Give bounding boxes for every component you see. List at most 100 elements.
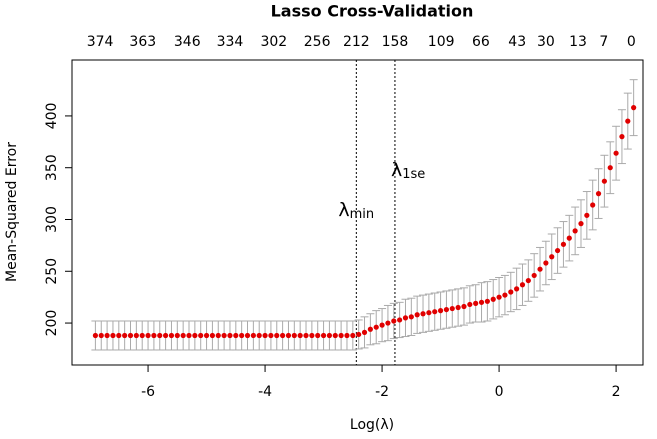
data-point	[566, 235, 572, 241]
x-tick-label: 0	[495, 384, 504, 400]
data-point	[379, 322, 385, 328]
data-point	[92, 332, 99, 339]
data-point	[227, 332, 233, 339]
data-point	[426, 310, 432, 316]
data-point	[402, 315, 409, 321]
data-point	[537, 266, 543, 272]
data-point	[572, 228, 578, 234]
reference-symbol: λ	[391, 159, 402, 181]
data-point	[455, 304, 461, 311]
top-tick-label: 302	[260, 34, 287, 50]
data-point	[221, 332, 227, 339]
data-point	[408, 314, 414, 320]
data-point	[174, 332, 180, 339]
data-point	[280, 332, 286, 339]
data-point	[391, 318, 397, 324]
data-point	[607, 165, 613, 171]
data-point	[315, 332, 321, 339]
data-point	[367, 326, 373, 332]
data-point	[631, 105, 637, 111]
data-point	[467, 301, 473, 308]
data-point	[262, 332, 268, 339]
data-point	[110, 332, 116, 339]
y-axis-label: Mean-Squared Error	[4, 142, 20, 282]
data-point	[180, 332, 186, 339]
data-point	[104, 332, 110, 339]
data-point	[209, 332, 216, 339]
data-point	[397, 317, 403, 323]
data-point	[116, 332, 122, 339]
data-point	[531, 272, 537, 279]
data-point	[437, 308, 444, 314]
data-point	[595, 190, 602, 197]
data-point	[250, 332, 256, 339]
x-axis-label: Log(λ)	[350, 417, 394, 433]
data-point	[285, 332, 292, 339]
data-point	[268, 332, 274, 339]
data-point	[514, 286, 520, 292]
data-point	[239, 332, 245, 339]
data-point	[502, 292, 508, 298]
top-tick-label: 30	[537, 34, 555, 50]
data-point	[525, 277, 531, 284]
plot-frame	[71, 59, 644, 366]
data-point	[484, 298, 490, 304]
data-point	[625, 118, 631, 124]
data-point	[338, 332, 344, 339]
top-tick-label: 0	[627, 34, 636, 50]
data-point	[186, 332, 192, 339]
top-tick-label: 212	[343, 34, 370, 50]
data-point	[198, 332, 204, 339]
data-point	[203, 332, 210, 339]
data-point	[320, 332, 327, 339]
data-point	[127, 332, 134, 339]
data-point	[361, 329, 368, 335]
data-point	[560, 241, 567, 247]
top-tick-label: 13	[569, 34, 587, 50]
data-point	[584, 212, 590, 218]
data-point	[613, 150, 619, 156]
x-tick-label: -2	[375, 384, 389, 400]
data-point	[233, 332, 239, 339]
top-tick-label: 7	[599, 34, 608, 50]
data-point	[145, 332, 151, 339]
top-tick-label: 109	[428, 34, 455, 50]
data-point	[420, 311, 426, 317]
reference-subscript: min	[350, 207, 375, 222]
data-point	[215, 332, 221, 339]
data-point	[432, 309, 438, 315]
reference-subscript: 1se	[402, 167, 425, 182]
data-point	[122, 332, 128, 339]
data-point	[139, 332, 145, 339]
data-point	[344, 332, 350, 339]
top-tick-label: 346	[174, 34, 201, 50]
top-tick-label: 334	[217, 34, 244, 50]
data-point	[151, 332, 157, 339]
data-point	[554, 247, 561, 254]
data-point	[256, 332, 262, 339]
top-tick-label: 66	[472, 34, 490, 50]
data-point	[578, 221, 584, 227]
chart-title: Lasso Cross-Validation	[271, 2, 474, 21]
y-tick-label: 350	[44, 154, 60, 181]
data-point	[543, 260, 549, 266]
data-point	[244, 332, 251, 339]
data-point	[601, 178, 607, 184]
data-point	[326, 332, 333, 339]
data-point	[157, 332, 163, 339]
top-tick-label: 256	[304, 34, 331, 50]
data-point	[98, 332, 104, 339]
data-point	[508, 289, 514, 295]
x-tick-label: -4	[258, 384, 272, 400]
data-point	[192, 332, 198, 339]
top-tick-label: 363	[129, 34, 156, 50]
data-point	[350, 332, 356, 339]
data-point	[496, 294, 502, 300]
data-point	[303, 332, 309, 339]
data-point	[549, 254, 555, 260]
y-tick-label: 300	[44, 206, 60, 233]
y-tick-label: 200	[44, 310, 60, 337]
data-point	[461, 303, 467, 310]
data-point	[619, 134, 625, 140]
